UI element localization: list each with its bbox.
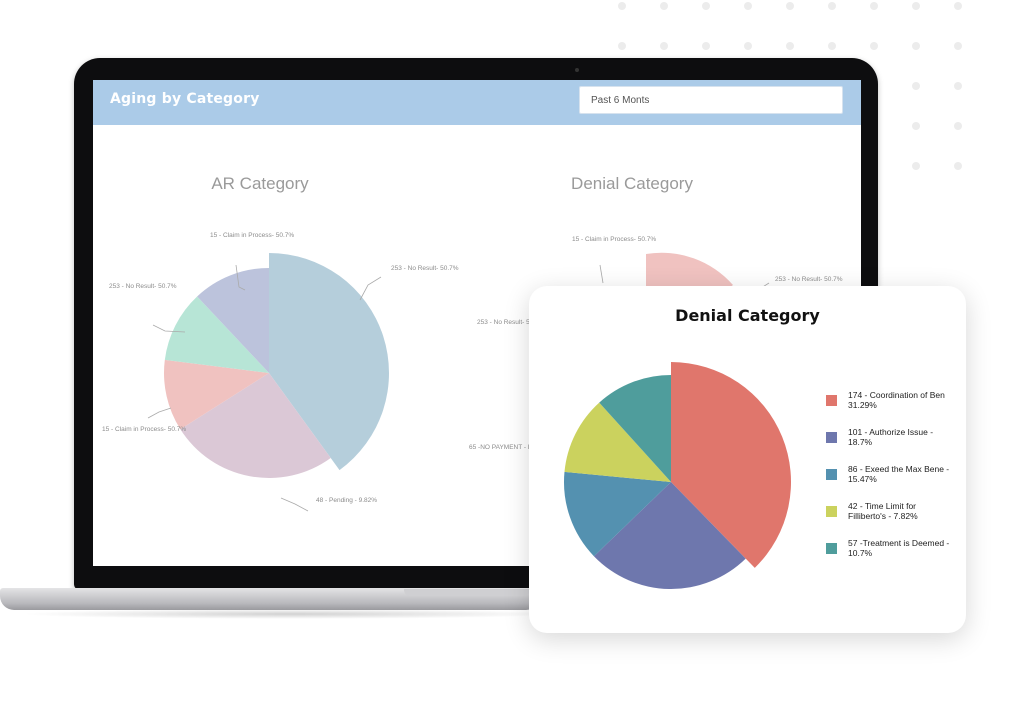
- ar-leader-lines: [147, 264, 382, 512]
- decor-dot: [702, 42, 710, 50]
- camera-dot: [575, 68, 579, 72]
- header-bar: Aging by Category Past 6 Monts: [93, 80, 861, 125]
- ar-label: 48 - Pending - 9.82%: [316, 497, 377, 504]
- denial-category-card: Denial Category 174 - Coordination of Be…: [529, 286, 966, 633]
- legend-item[interactable]: 86 - Exeed the Max Bene - 15.47%: [826, 464, 956, 501]
- decor-dot: [786, 42, 794, 50]
- decor-dot: [912, 162, 920, 170]
- decor-dot: [954, 162, 962, 170]
- ar-pie: [164, 253, 389, 478]
- pie-slice[interactable]: [164, 359, 269, 430]
- denial-bg-label: 65 -NO PAYMENT - EO: [469, 444, 537, 451]
- denial-legend: 174 - Coordination of Ben 31.29% 101 - A…: [826, 390, 956, 575]
- legend-label: 101 - Authorize Issue - 18.7%: [848, 427, 934, 447]
- dashboard-screen: Aging by Category Past 6 Monts AR Catego…: [93, 80, 861, 566]
- legend-swatch: [826, 543, 837, 554]
- decor-dot: [954, 82, 962, 90]
- decor-dot: [912, 82, 920, 90]
- decor-dot: [912, 2, 920, 10]
- pie-slice[interactable]: [564, 402, 671, 482]
- decor-dot: [954, 42, 962, 50]
- ar-label: 253 - No Result- 50.7%: [391, 265, 459, 272]
- legend-swatch: [826, 506, 837, 517]
- ar-chart-title: AR Category: [211, 174, 309, 193]
- ar-leader-line: [280, 497, 309, 512]
- decor-dot: [702, 2, 710, 10]
- ar-leader-line: [147, 407, 172, 419]
- pie-slice[interactable]: [180, 373, 331, 478]
- legend-label: 174 - Coordination of Ben 31.29%: [848, 390, 945, 410]
- legend-label: 42 - Time Limit for Filliberto's - 7.82%: [848, 501, 918, 521]
- laptop-base-shadow: [20, 609, 560, 619]
- legend-label: 57 -Treatment is Deemed - 10.7%: [848, 538, 950, 558]
- decor-dot: [870, 42, 878, 50]
- decor-dot: [912, 122, 920, 130]
- ar-leader-line: [152, 324, 186, 333]
- decor-dot: [828, 2, 836, 10]
- ar-label: 15 - Claim in Process- 50.7%: [102, 426, 186, 433]
- legend-swatch: [826, 432, 837, 443]
- decor-dot: [954, 122, 962, 130]
- laptop-base-notch: [404, 589, 530, 596]
- denial-bg-chart-title: Denial Category: [571, 174, 693, 193]
- pie-slice[interactable]: [564, 471, 671, 557]
- ar-label: 15 - Claim in Process- 50.7%: [210, 232, 294, 239]
- decor-dot: [912, 42, 920, 50]
- pie-slice[interactable]: [593, 482, 746, 589]
- legend-item[interactable]: 174 - Coordination of Ben 31.29%: [826, 390, 956, 427]
- decor-dot: [660, 42, 668, 50]
- denial-pie: [564, 362, 791, 589]
- legend-item[interactable]: 42 - Time Limit for Filliberto's - 7.82%: [826, 501, 956, 538]
- legend-label: 86 - Exeed the Max Bene - 15.47%: [848, 464, 950, 484]
- decor-dot: [786, 2, 794, 10]
- page-title: Aging by Category: [110, 91, 260, 107]
- denial-bg-leader-line: [599, 264, 604, 284]
- denial-bg-label: 253 - No Result- 50: [477, 319, 534, 326]
- ar-leader-line: [359, 276, 382, 301]
- legend-item[interactable]: 101 - Authorize Issue - 18.7%: [826, 427, 956, 464]
- decor-dot: [660, 2, 668, 10]
- denial-bg-label: 253 - No Result- 50.7%: [775, 276, 843, 283]
- legend-item[interactable]: 57 -Treatment is Deemed - 10.7%: [826, 538, 956, 575]
- ar-leader-line: [235, 264, 246, 291]
- legend-swatch: [826, 469, 837, 480]
- decor-dot: [744, 2, 752, 10]
- pie-slice[interactable]: [599, 375, 671, 482]
- decor-dot: [618, 42, 626, 50]
- denial-card-title: Denial Category: [675, 306, 820, 325]
- decor-dot: [744, 42, 752, 50]
- denial-bg-label: 15 - Claim in Process- 50.7%: [572, 236, 656, 243]
- decor-dot: [618, 2, 626, 10]
- ar-label: 253 - No Result- 50.7%: [109, 283, 177, 290]
- pie-slice[interactable]: [269, 253, 389, 471]
- decor-dot: [870, 2, 878, 10]
- legend-swatch: [826, 395, 837, 406]
- pie-slice[interactable]: [197, 268, 269, 373]
- decor-dot: [954, 2, 962, 10]
- pie-slice[interactable]: [671, 362, 791, 568]
- period-select[interactable]: Past 6 Monts: [579, 86, 843, 114]
- denial-category-chart: [564, 362, 791, 589]
- pie-slice[interactable]: [164, 296, 269, 373]
- decor-dot: [828, 42, 836, 50]
